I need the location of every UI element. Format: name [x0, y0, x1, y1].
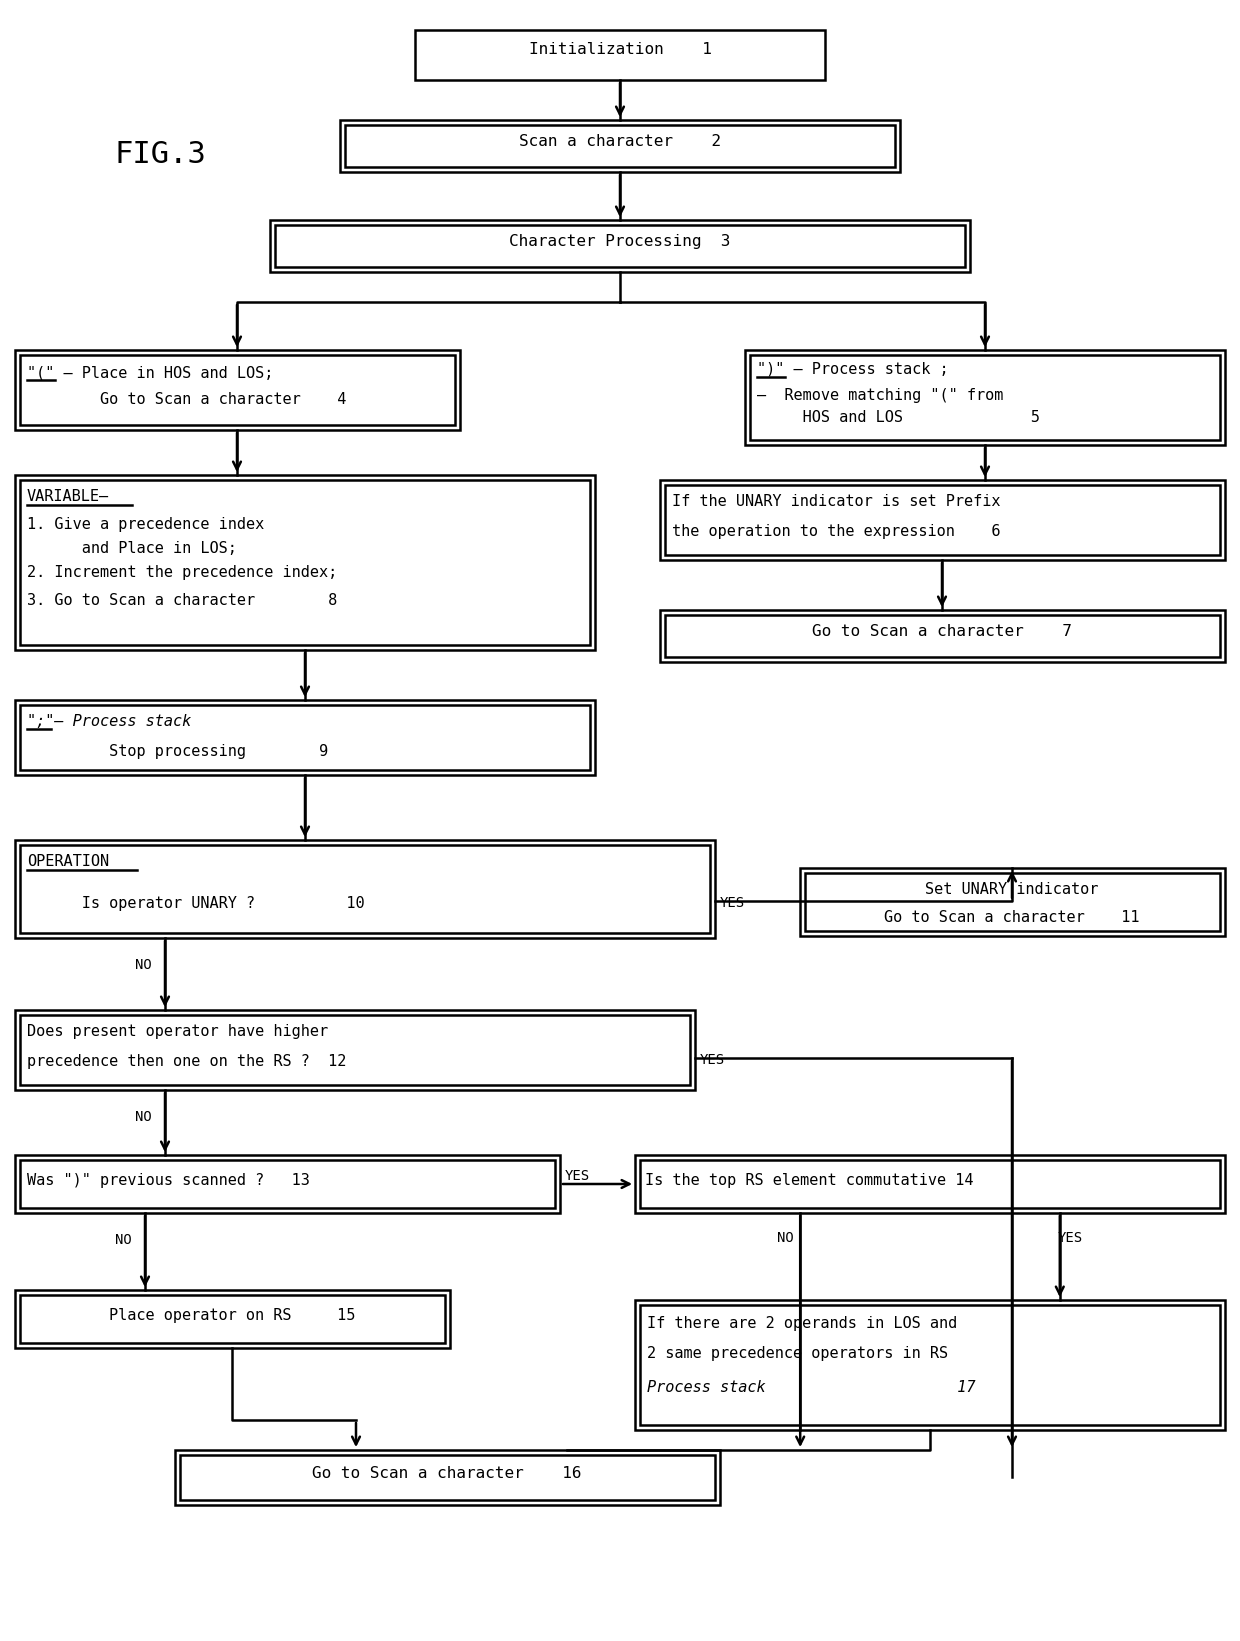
Bar: [20, 1295, 445, 1342]
Text: "(" – Place in HOS and LOS;: "(" – Place in HOS and LOS;: [27, 364, 273, 381]
Text: YES: YES: [701, 1054, 725, 1067]
Bar: [340, 120, 900, 172]
Bar: [345, 125, 895, 167]
Text: Go to Scan a character    11: Go to Scan a character 11: [884, 911, 1140, 926]
Bar: [635, 1155, 1225, 1213]
Bar: [15, 474, 595, 650]
Bar: [15, 840, 715, 939]
Text: Scan a character    2: Scan a character 2: [518, 135, 722, 149]
Text: YES: YES: [720, 896, 745, 909]
Text: 1. Give a precedence index: 1. Give a precedence index: [27, 517, 264, 532]
Bar: [20, 481, 590, 645]
Text: Set UNARY indicator: Set UNARY indicator: [925, 881, 1099, 898]
Text: OPERATION: OPERATION: [27, 853, 109, 870]
Text: NO: NO: [135, 958, 151, 971]
Text: ")" – Process stack ;: ")" – Process stack ;: [756, 363, 949, 377]
Bar: [15, 350, 460, 430]
Bar: [20, 1160, 556, 1208]
Bar: [665, 615, 1220, 656]
Bar: [15, 701, 595, 775]
Text: Process stack                     17: Process stack 17: [647, 1380, 976, 1395]
Bar: [745, 350, 1225, 445]
Text: YES: YES: [565, 1168, 590, 1183]
Bar: [20, 845, 711, 934]
Bar: [660, 610, 1225, 661]
Bar: [415, 30, 825, 80]
Text: If there are 2 operands in LOS and: If there are 2 operands in LOS and: [647, 1316, 957, 1331]
Bar: [15, 1009, 694, 1090]
Text: 2 same precedence operators in RS: 2 same precedence operators in RS: [647, 1346, 949, 1360]
Text: NO: NO: [776, 1231, 794, 1246]
Text: and Place in LOS;: and Place in LOS;: [27, 542, 237, 556]
Text: Character Processing  3: Character Processing 3: [510, 235, 730, 249]
Text: YES: YES: [1058, 1231, 1083, 1246]
Bar: [635, 1300, 1225, 1429]
Text: 3. Go to Scan a character        8: 3. Go to Scan a character 8: [27, 592, 337, 609]
Text: NO: NO: [135, 1109, 151, 1124]
Text: Is the top RS element commutative 14: Is the top RS element commutative 14: [645, 1173, 973, 1188]
Text: Go to Scan a character    7: Go to Scan a character 7: [812, 624, 1071, 638]
Text: If the UNARY indicator is set Prefix: If the UNARY indicator is set Prefix: [672, 494, 1001, 509]
Text: 2. Increment the precedence index;: 2. Increment the precedence index;: [27, 565, 337, 579]
Text: the operation to the expression    6: the operation to the expression 6: [672, 523, 1001, 538]
Text: Go to Scan a character    16: Go to Scan a character 16: [312, 1465, 582, 1480]
Text: HOS and LOS              5: HOS and LOS 5: [756, 410, 1040, 425]
Bar: [665, 486, 1220, 555]
Bar: [750, 354, 1220, 440]
Text: Does present operator have higher: Does present operator have higher: [27, 1024, 329, 1039]
Bar: [20, 354, 455, 425]
Text: Go to Scan a character    4: Go to Scan a character 4: [27, 392, 346, 407]
Text: Was ")" previous scanned ?   13: Was ")" previous scanned ? 13: [27, 1173, 310, 1188]
Text: Is operator UNARY ?          10: Is operator UNARY ? 10: [27, 896, 365, 911]
Text: —  Remove matching "(" from: — Remove matching "(" from: [756, 387, 1003, 404]
Bar: [15, 1155, 560, 1213]
Text: ";"– Process stack: ";"– Process stack: [27, 714, 191, 729]
Bar: [20, 706, 590, 770]
Text: FIG.3: FIG.3: [114, 139, 206, 169]
Bar: [175, 1451, 720, 1505]
Text: VARIABLE–: VARIABLE–: [27, 489, 109, 504]
Text: NO: NO: [115, 1232, 131, 1247]
Text: Place operator on RS     15: Place operator on RS 15: [109, 1308, 355, 1323]
Bar: [180, 1456, 715, 1500]
Text: precedence then one on the RS ?  12: precedence then one on the RS ? 12: [27, 1054, 346, 1068]
Bar: [640, 1305, 1220, 1424]
Bar: [800, 868, 1225, 935]
Bar: [20, 1016, 689, 1085]
Bar: [275, 225, 965, 267]
Text: Stop processing        9: Stop processing 9: [27, 743, 329, 760]
Bar: [270, 220, 970, 272]
Bar: [805, 873, 1220, 930]
Text: Initialization    1: Initialization 1: [528, 43, 712, 57]
Bar: [640, 1160, 1220, 1208]
Bar: [15, 1290, 450, 1347]
Bar: [660, 481, 1225, 560]
